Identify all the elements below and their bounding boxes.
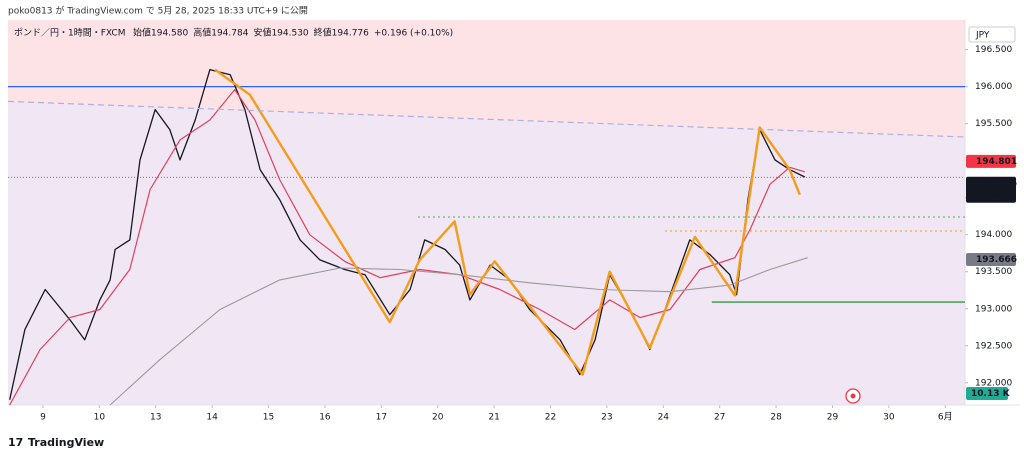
- series-line: [214, 68, 801, 376]
- y-tick-label: 195.500: [975, 119, 1012, 129]
- y-tick-label: 192.500: [975, 341, 1012, 351]
- currency-box: [968, 26, 1016, 43]
- x-tick-label: 28: [770, 413, 782, 423]
- y-tick-label: 196.500: [975, 45, 1012, 55]
- price-label: 194.801: [976, 157, 1017, 167]
- price-label-box: [966, 252, 1016, 266]
- y-tick-label: 196.000: [975, 82, 1012, 92]
- y-tick-label: 192.000: [975, 378, 1012, 388]
- x-tick-label: 23: [601, 413, 612, 423]
- x-tick-label: 21: [488, 413, 499, 423]
- ohlc-value: 高値194.784: [193, 27, 248, 39]
- x-tick-label: 17: [376, 413, 387, 423]
- currency: JPY: [975, 31, 990, 41]
- volume-label-box: [966, 387, 1008, 400]
- target-dot: [850, 393, 856, 399]
- volume-label: 10.13 K: [971, 389, 1011, 399]
- price-label-box: [966, 154, 1016, 168]
- x-tick-label: 16: [319, 413, 331, 423]
- price-label-box: [966, 176, 1016, 203]
- publish-info: poko0813 が TradingView.com で 5月 28, 2025…: [8, 5, 308, 17]
- ohlc-value: +0.196 (+0.10%): [374, 29, 453, 39]
- symbol: ポンド／円・1時間・FXCM: [14, 28, 125, 39]
- price-label: 194.776: [976, 179, 1017, 189]
- x-tick-label: 24: [658, 413, 670, 423]
- x-tick-label: 6月: [938, 412, 953, 423]
- x-tick-label: 13: [150, 413, 161, 423]
- ohlc-value: 安値194.530: [253, 27, 308, 39]
- x-tick-label: 15: [263, 413, 274, 423]
- ohlc-value: 終値194.776: [314, 27, 369, 39]
- x-tick-label: 14: [206, 413, 218, 423]
- x-tick-label: 27: [714, 413, 725, 423]
- countdown: 26:44: [976, 191, 1002, 201]
- y-tick-label: 193.500: [975, 267, 1012, 277]
- series-line: [9, 89, 805, 406]
- brand: TradingView: [28, 436, 104, 449]
- brand-logo: 17: [8, 436, 23, 449]
- x-tick-label: 10: [94, 413, 106, 423]
- x-tick-label: 30: [883, 413, 895, 423]
- x-tick-label: 20: [432, 413, 444, 423]
- x-tick-label: 9: [40, 413, 46, 423]
- x-tick-label: 22: [545, 413, 556, 423]
- x-tick-label: 29: [827, 413, 839, 423]
- ohlc-value: 始値194.580: [133, 27, 188, 39]
- y-tick-label: 194.000: [975, 230, 1012, 240]
- series-line: [109, 257, 808, 406]
- price-label: 193.666: [976, 255, 1017, 265]
- y-tick-label: 193.000: [975, 304, 1012, 314]
